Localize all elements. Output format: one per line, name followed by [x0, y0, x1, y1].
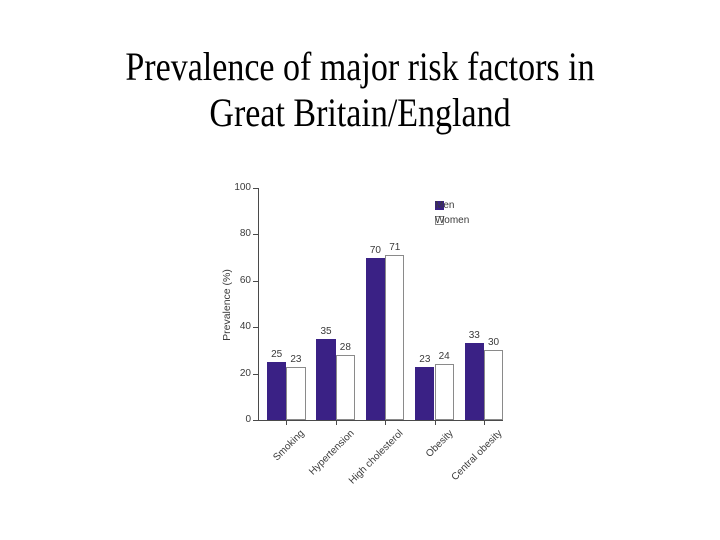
bar-value-women-hypertension: 28	[339, 342, 351, 354]
x-tick-high-cholesterol	[385, 421, 387, 425]
y-tick-0	[253, 420, 258, 421]
bar-value-women-obesity: 24	[438, 351, 450, 363]
bar-men-smoking	[267, 362, 287, 420]
y-tick-40	[253, 327, 258, 329]
x-tick-obesity	[434, 421, 436, 425]
slide-title-line-1: Prevalence of major risk factors in	[125, 44, 595, 89]
bar-value-women-smoking: 23	[290, 353, 302, 365]
bar-value-women-central-obesity: 30	[487, 337, 500, 349]
y-tick-label-40: 40	[239, 321, 251, 333]
legend-label-men: Men	[435, 200, 455, 211]
bar-women-smoking	[286, 366, 306, 420]
y-tick-100	[253, 188, 258, 189]
x-tick-hypertension	[335, 421, 337, 425]
bar-women-central-obesity	[483, 350, 504, 420]
x-axis-line	[258, 420, 503, 421]
legend-label-women: Women	[435, 215, 470, 226]
y-tick-60	[253, 280, 258, 282]
x-category-label-central-obesity: Central obesity	[449, 428, 505, 483]
x-category-label-obesity: Obesity	[423, 428, 456, 460]
bar-value-men-hypertension: 35	[320, 325, 332, 337]
bar-men-hypertension	[316, 338, 336, 420]
bar-value-men-central-obesity: 33	[468, 330, 480, 342]
y-tick-label-80: 80	[239, 228, 251, 240]
bar-women-hypertension	[335, 355, 355, 420]
bar-value-women-high-cholesterol: 71	[389, 242, 401, 254]
x-tick-central-obesity	[483, 421, 485, 425]
chart-legend: Men Women	[435, 200, 525, 232]
x-category-label-smoking: Smoking	[271, 428, 308, 464]
bar-value-men-obesity: 23	[419, 353, 431, 365]
bar-women-obesity	[434, 364, 454, 420]
bar-men-high-cholesterol	[365, 257, 386, 420]
legend-men-swatch-icon	[435, 201, 444, 210]
prevalence-bar-chart: Prevalence (%) 0 20 40 60 80 100 25 23 Smoking 35…	[195, 175, 540, 490]
y-tick-label-0: 0	[245, 414, 251, 425]
slide-title-line-2: Great Britain/England	[209, 90, 511, 135]
y-tick-label-100: 100	[234, 182, 251, 193]
x-category-label-high-cholesterol: High cholesterol	[347, 428, 406, 487]
x-tick-smoking	[286, 421, 288, 425]
plot-area: 0 20 40 60 80 100 25 23 Smoking 35 28 Hypertension 7…	[195, 175, 540, 490]
x-category-label-hypertension: Hypertension	[307, 428, 357, 478]
y-tick-label-20: 20	[239, 367, 251, 379]
bar-value-men-high-cholesterol: 70	[369, 244, 381, 256]
bar-value-men-smoking: 25	[271, 349, 283, 360]
bar-men-obesity	[415, 366, 435, 420]
y-tick-label-60: 60	[239, 274, 251, 286]
y-tick-20	[253, 373, 258, 375]
bar-men-central-obesity	[464, 343, 484, 420]
slide-title: Prevalence of major risk factors in Grea…	[54, 44, 666, 136]
legend-women-swatch-icon	[435, 216, 444, 225]
y-tick-80	[253, 234, 258, 236]
y-axis-line	[258, 188, 259, 421]
bar-women-high-cholesterol	[385, 255, 405, 420]
